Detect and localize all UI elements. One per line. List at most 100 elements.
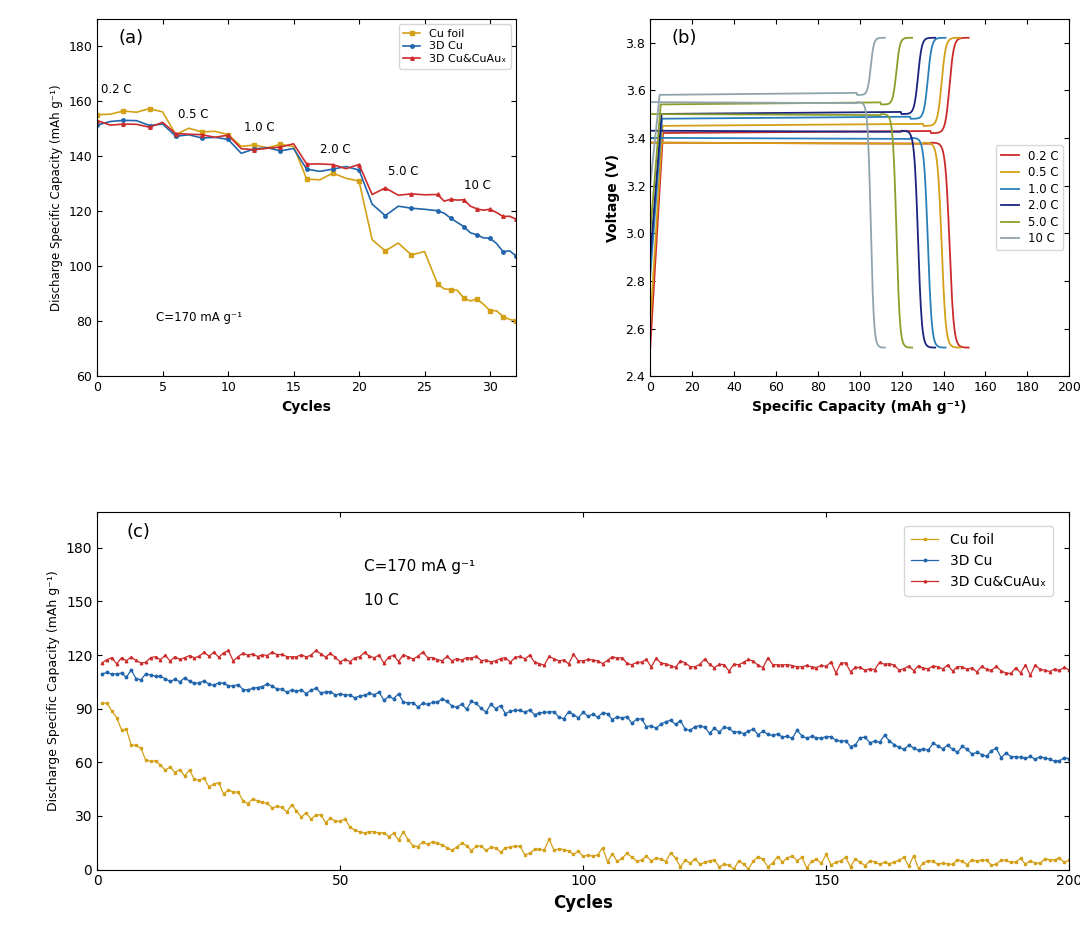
Text: 10 C: 10 C bbox=[365, 593, 400, 608]
Cu foil bbox=[261, 142, 274, 153]
Cu foil bbox=[464, 295, 477, 307]
5.0 C bbox=[785, 109, 798, 121]
3D Cu bbox=[352, 165, 365, 176]
Line: 1.0 C: 1.0 C bbox=[650, 137, 946, 348]
3D Cu bbox=[91, 120, 104, 131]
Cu foil bbox=[195, 126, 208, 137]
2.0 C bbox=[781, 125, 794, 137]
Text: (c): (c) bbox=[126, 523, 150, 540]
Cu foil bbox=[484, 305, 497, 316]
3D Cu bbox=[1020, 753, 1032, 764]
1.0 C bbox=[886, 133, 899, 144]
Cu foil bbox=[313, 174, 326, 185]
3D Cu&CuAuₓ bbox=[471, 203, 484, 214]
Cu foil bbox=[221, 129, 234, 140]
3D Cu&CuAuₓ bbox=[477, 205, 490, 216]
3D Cu&CuAuₓ bbox=[490, 207, 503, 218]
2.0 C bbox=[779, 125, 792, 137]
3D Cu&CuAuₓ bbox=[392, 190, 405, 201]
3D Cu&CuAuₓ bbox=[310, 645, 323, 656]
Cu foil bbox=[143, 103, 156, 114]
X-axis label: Cycles: Cycles bbox=[282, 399, 332, 413]
3D Cu&CuAuₓ bbox=[153, 654, 166, 665]
3D Cu&CuAuₓ bbox=[444, 194, 457, 205]
Cu foil bbox=[497, 311, 510, 323]
3D Cu&CuAuₓ bbox=[405, 188, 418, 199]
Cu foil bbox=[490, 305, 503, 316]
2.0 C bbox=[798, 125, 811, 137]
3D Cu bbox=[139, 669, 152, 680]
Cu foil bbox=[1063, 855, 1076, 866]
Legend: 0.2 C, 0.5 C, 1.0 C, 2.0 C, 5.0 C, 10 C: 0.2 C, 0.5 C, 1.0 C, 2.0 C, 5.0 C, 10 C bbox=[996, 145, 1064, 250]
Cu foil bbox=[728, 864, 741, 875]
3D Cu bbox=[124, 665, 138, 676]
0.5 C bbox=[954, 342, 967, 353]
0.2 C bbox=[955, 341, 968, 352]
3D Cu&CuAuₓ bbox=[300, 158, 313, 169]
X-axis label: Specific Capacity (mAh g⁻¹): Specific Capacity (mAh g⁻¹) bbox=[753, 399, 967, 413]
3D Cu&CuAuₓ bbox=[274, 141, 287, 152]
10 C bbox=[873, 341, 886, 352]
Cu foil bbox=[234, 141, 247, 152]
3D Cu bbox=[484, 233, 497, 244]
3D Cu bbox=[392, 201, 405, 212]
Cu foil bbox=[159, 765, 172, 776]
3D Cu&CuAuₓ bbox=[450, 194, 463, 206]
3D Cu&CuAuₓ bbox=[170, 128, 183, 139]
0.5 C bbox=[946, 341, 959, 352]
3D Cu bbox=[157, 119, 170, 130]
3D Cu bbox=[247, 143, 260, 154]
Y-axis label: Discharge Specific Capacity (mAh g⁻¹): Discharge Specific Capacity (mAh g⁻¹) bbox=[48, 570, 60, 812]
3D Cu bbox=[1063, 753, 1076, 764]
Line: 3D Cu: 3D Cu bbox=[95, 119, 518, 258]
3D Cu bbox=[261, 142, 274, 153]
10 C bbox=[755, 97, 768, 108]
Cu foil bbox=[183, 122, 195, 134]
1.0 C bbox=[932, 341, 945, 352]
0.2 C bbox=[905, 138, 918, 150]
Cu foil bbox=[457, 293, 470, 304]
Cu foil bbox=[352, 176, 365, 187]
1.0 C bbox=[804, 133, 816, 144]
Cu foil bbox=[471, 294, 484, 305]
3D Cu bbox=[234, 148, 247, 159]
3D Cu bbox=[221, 134, 234, 145]
Text: 0.5 C: 0.5 C bbox=[178, 108, 208, 121]
Line: 0.2 C: 0.2 C bbox=[650, 143, 969, 348]
3D Cu bbox=[130, 115, 143, 126]
Cu foil bbox=[170, 129, 183, 140]
3D Cu&CuAuₓ bbox=[1063, 665, 1076, 676]
3D Cu&CuAuₓ bbox=[1020, 659, 1032, 670]
Cu foil bbox=[287, 141, 300, 152]
3D Cu bbox=[431, 205, 444, 216]
3D Cu&CuAuₓ bbox=[130, 119, 143, 130]
3D Cu bbox=[471, 229, 484, 240]
Cu foil bbox=[431, 279, 444, 290]
Cu foil bbox=[503, 314, 516, 325]
3D Cu bbox=[183, 129, 195, 140]
Cu foil bbox=[130, 107, 143, 118]
3D Cu bbox=[418, 204, 431, 215]
10 C bbox=[644, 96, 657, 108]
3D Cu&CuAuₓ bbox=[91, 115, 104, 126]
Line: 3D Cu&CuAuₓ: 3D Cu&CuAuₓ bbox=[95, 119, 518, 221]
3D Cu&CuAuₓ bbox=[339, 163, 352, 174]
Y-axis label: Voltage (V): Voltage (V) bbox=[606, 153, 620, 241]
2.0 C bbox=[929, 342, 942, 353]
1.0 C bbox=[786, 133, 799, 144]
Cu foil bbox=[359, 827, 372, 839]
3D Cu&CuAuₓ bbox=[234, 143, 247, 154]
3D Cu&CuAuₓ bbox=[95, 657, 108, 669]
3D Cu&CuAuₓ bbox=[379, 182, 392, 194]
Line: 0.5 C: 0.5 C bbox=[650, 143, 960, 348]
3D Cu bbox=[366, 198, 379, 209]
3D Cu bbox=[450, 217, 463, 228]
3D Cu&CuAuₓ bbox=[143, 122, 156, 133]
0.5 C bbox=[897, 138, 910, 150]
3D Cu&CuAuₓ bbox=[157, 117, 170, 128]
0.5 C bbox=[793, 137, 806, 149]
Cu foil bbox=[300, 173, 313, 184]
Text: (a): (a) bbox=[118, 29, 144, 48]
3D Cu bbox=[274, 145, 287, 156]
3D Cu bbox=[195, 133, 208, 144]
